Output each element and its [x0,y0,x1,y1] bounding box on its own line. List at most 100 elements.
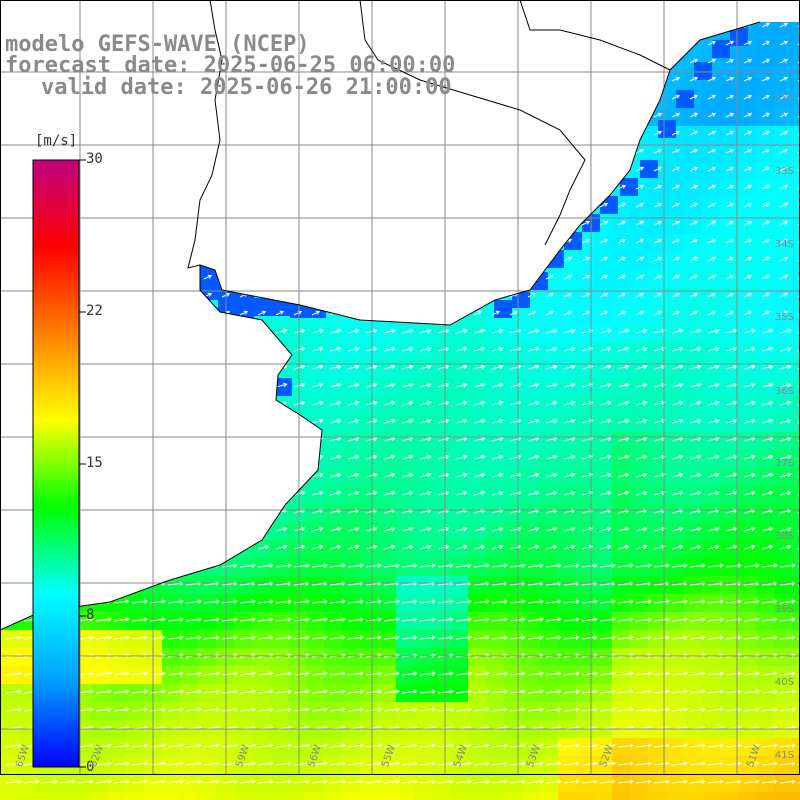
wind-arrow-shaft [761,311,770,316]
wind-arrow-head [697,544,702,550]
wind-cell [702,180,720,198]
wind-arrow-shaft [725,419,737,424]
wind-arrow-shaft [671,545,683,550]
wind-arrow-head [697,328,702,334]
wind-arrow-shaft [671,311,680,316]
wind-arrow-head [513,310,519,315]
wind-arrow-shaft [725,437,737,442]
wind-cell [612,468,630,486]
wind-arrow-shaft [545,347,557,352]
wind-arrow-head [675,292,681,297]
wind-arrow-shaft [743,437,755,442]
wind-cell [0,792,18,800]
wind-arrow-shaft [689,77,698,82]
wind-arrow-head [355,490,360,496]
wind-arrow-shaft [419,401,431,406]
wind-arrow-head [769,490,774,496]
wind-arrow-shaft [473,329,485,334]
wind-arrow-shaft [635,347,647,352]
wind-arrow-shaft [743,293,752,298]
wind-arrow-head [373,490,378,496]
wind-arrow-head [697,526,702,532]
wind-arrow-shaft [527,509,539,514]
wind-cell [540,360,558,378]
wind-arrow-shaft [329,365,341,370]
wind-cell [612,324,630,342]
wind-cell [540,540,558,558]
wind-arrow-shaft [653,491,665,496]
wind-arrow-head [693,310,699,315]
wind-arrow-head [409,382,414,388]
wind-arrow-shaft [743,257,752,262]
wind-arrow-shaft [509,365,521,370]
wind-arrow-head [445,472,450,478]
wind-arrow-head [643,544,648,550]
wind-cell [486,342,504,360]
wind-cell [738,414,756,432]
wind-arrow-head [409,490,414,496]
wind-cell [792,522,800,540]
wind-arrow-head [657,202,663,207]
wind-arrow-head [427,436,432,442]
wind-cell [738,72,756,90]
wind-arrow-shaft [653,401,665,406]
wind-arrow-head [355,544,360,550]
wind-cell [738,792,756,800]
wind-arrow-head [571,418,576,424]
wind-arrow-shaft [707,311,716,316]
wind-arrow-head [693,112,699,117]
wind-arrow-shaft [635,203,644,208]
wind-arrow-head [391,346,396,352]
wind-arrow-shaft [545,509,557,514]
wind-arrow-shaft [689,545,701,550]
wind-arrow-shaft [401,582,417,586]
wind-arrow-shaft [707,401,719,406]
wind-arrow-head [607,436,612,442]
wind-cell [756,288,774,306]
wind-arrow-head [711,256,717,261]
wind-cell [792,684,800,702]
wind-arrow-shaft [671,275,680,280]
wind-arrow-shaft [671,473,683,478]
wind-arrow-shaft [221,564,237,568]
wind-cell [792,126,800,144]
wind-arrow-head [373,454,378,460]
wind-cell [738,468,756,486]
wind-arrow-head [607,526,612,532]
wind-cell [360,522,378,540]
wind-cell [342,360,360,378]
wind-arrow-shaft [761,401,773,406]
wind-arrow-shaft [725,545,737,550]
wind-arrow-head [657,238,663,243]
wind-cell [504,450,522,468]
wind-arrow-head [675,166,681,171]
wind-arrow-shaft [743,365,755,370]
wind-cell [630,342,648,360]
wind-arrow-head [711,130,717,135]
wind-arrow-shaft [455,455,467,460]
wind-arrow-head [431,563,436,568]
wind-cell [324,450,342,468]
wind-arrow-shaft [437,329,449,334]
wind-cell [306,396,324,414]
wind-cell [432,432,450,450]
wind-arrow-shaft [365,365,377,370]
wind-arrow-shaft [473,491,485,496]
wind-arrow-shaft [779,545,791,550]
wind-arrow-head [679,328,684,334]
wind-arrow-shaft [581,564,597,568]
wind-cell [450,522,468,540]
wind-arrow-head [553,544,558,550]
wind-arrow-shaft [671,149,680,154]
wind-arrow-head [603,310,609,315]
wind-arrow-shaft [635,275,644,280]
wind-cell [414,540,432,558]
wind-arrow-shaft [239,564,255,568]
wind-arrow-shaft [725,167,734,172]
wind-arrow-head [571,364,576,370]
wind-arrow-head [783,58,789,63]
wind-cell [486,414,504,432]
wind-cell [558,792,576,800]
wind-arrow-head [535,544,540,550]
wind-arrow-head [715,418,720,424]
